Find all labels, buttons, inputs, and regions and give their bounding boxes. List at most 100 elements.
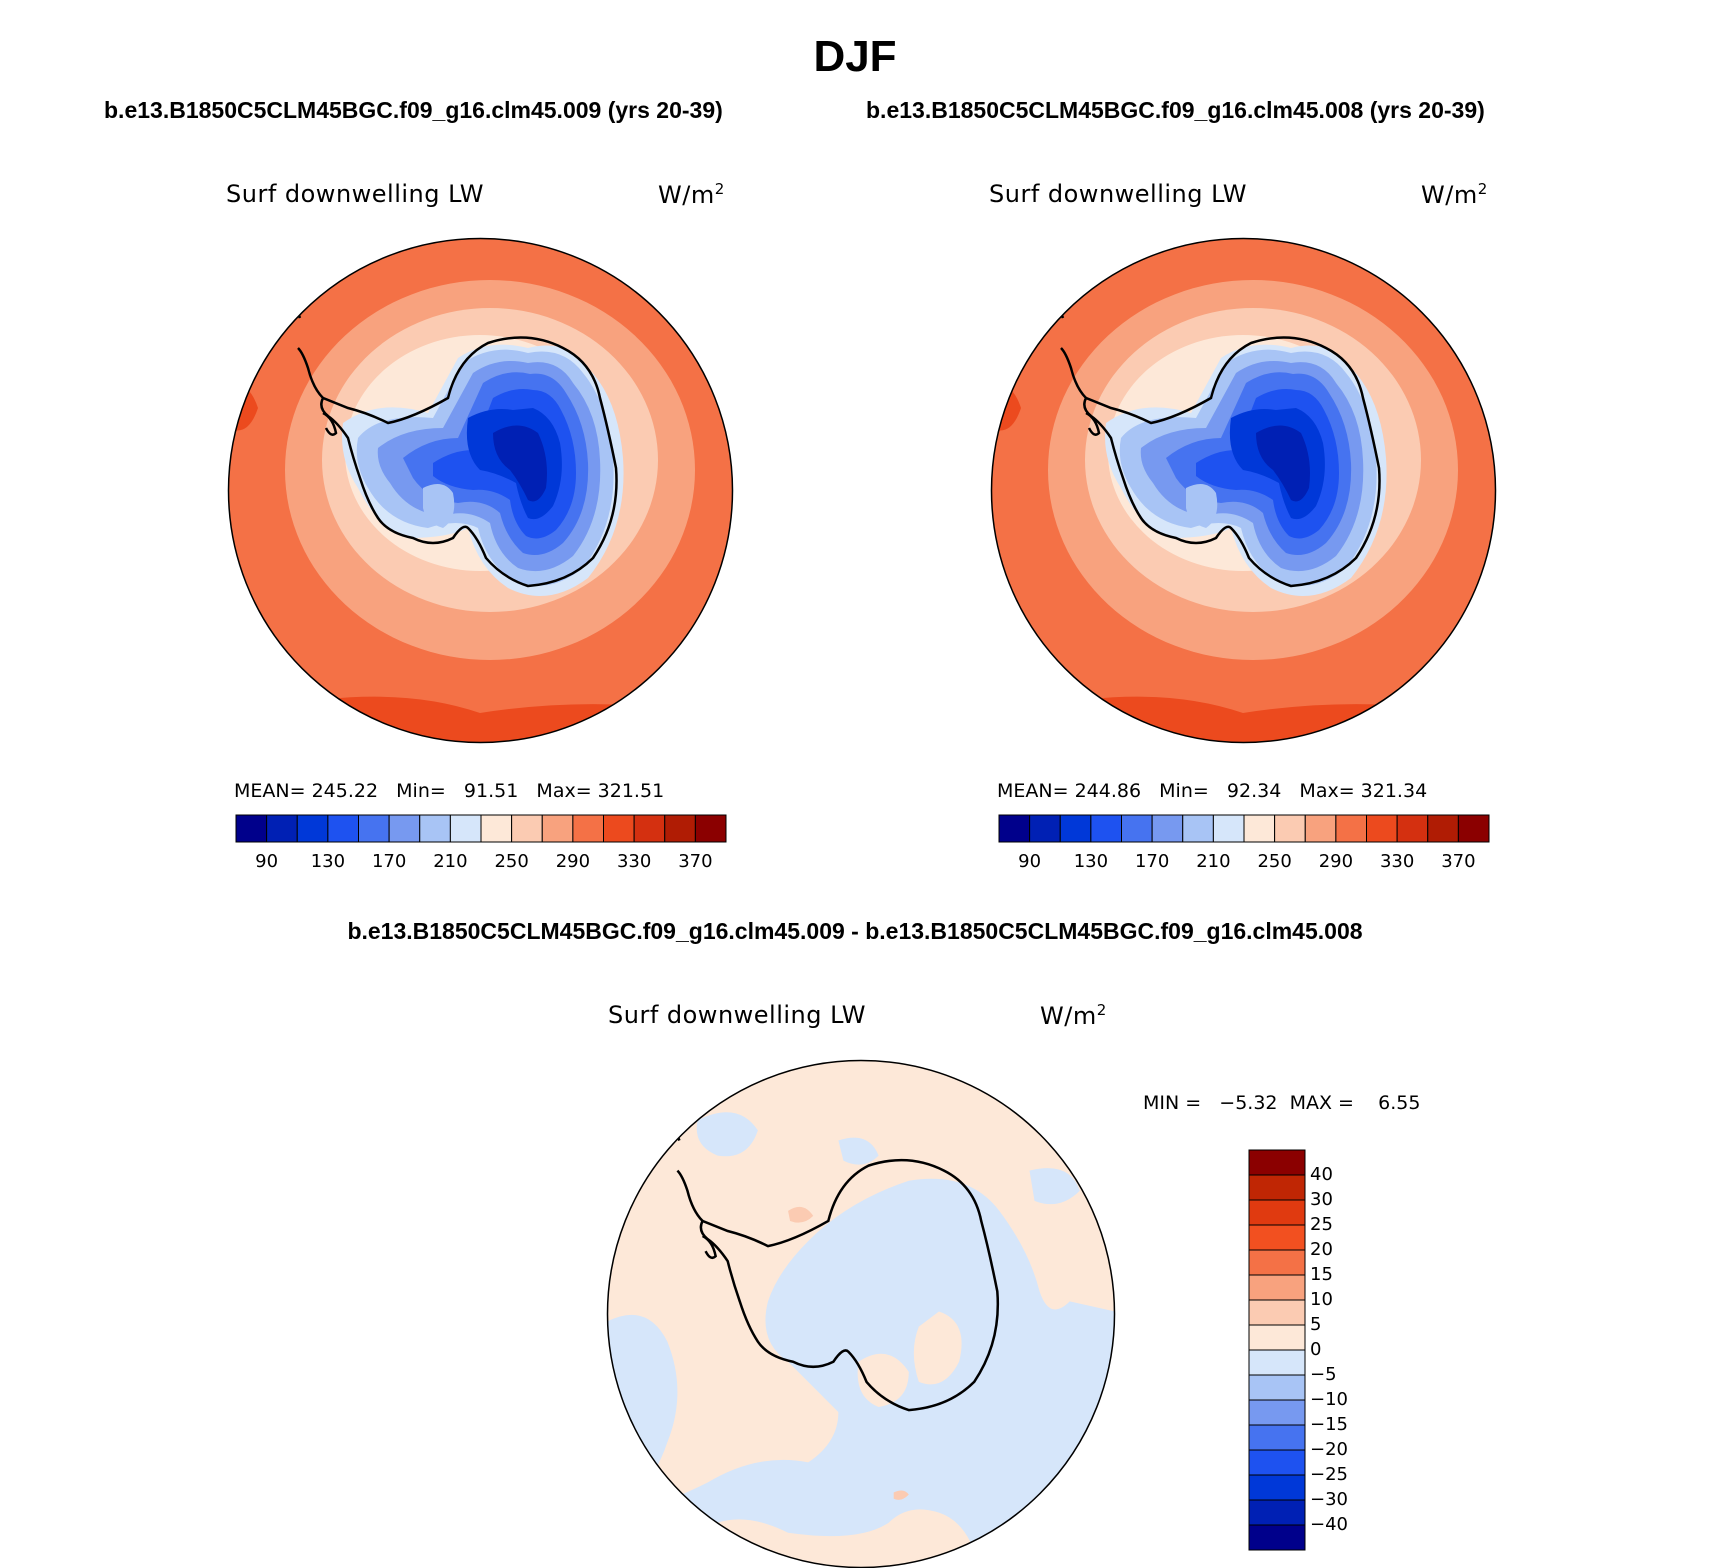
colorbar-tick-label: 370 bbox=[678, 851, 713, 872]
colorbar-swatch bbox=[1248, 1149, 1306, 1176]
colorbar-swatch bbox=[1274, 814, 1306, 843]
colorbar-tick-label: 170 bbox=[371, 851, 407, 872]
colorbar-tick-label: 30 bbox=[1310, 1189, 1333, 1210]
colorbar-swatch bbox=[1248, 1274, 1306, 1301]
colorbar-swatch bbox=[1248, 1349, 1306, 1376]
colorbar-swatch bbox=[1248, 1524, 1306, 1551]
colorbar-tick-label: −10 bbox=[1310, 1389, 1348, 1410]
colorbar-tick-label: 250 bbox=[1257, 851, 1292, 872]
colorbar-tick-label: −25 bbox=[1310, 1464, 1348, 1485]
colorbar-swatch bbox=[419, 814, 451, 843]
colorbar-swatch bbox=[1457, 814, 1490, 843]
colorbar-swatch bbox=[1248, 1324, 1306, 1351]
units-label-right: W/m2 bbox=[1421, 180, 1488, 209]
colorbar-swatch bbox=[633, 814, 666, 843]
variable-label-left: Surf downwelling LW bbox=[226, 180, 485, 208]
colorbar-swatch bbox=[1366, 814, 1398, 843]
map-right bbox=[990, 237, 1497, 744]
colorbar-swatch bbox=[1151, 814, 1184, 843]
colorbar-swatch bbox=[1248, 1449, 1306, 1476]
colorbar-swatch bbox=[1304, 814, 1337, 843]
colorbar-left bbox=[235, 814, 727, 843]
colorbar-swatch bbox=[1248, 1299, 1306, 1326]
colorbar-swatch bbox=[1248, 1374, 1306, 1401]
colorbar-tick-label: 370 bbox=[1441, 851, 1476, 872]
colorbar-swatch bbox=[1248, 1499, 1306, 1526]
colorbar-swatch bbox=[1248, 1399, 1306, 1426]
colorbar-swatch bbox=[358, 814, 390, 843]
colorbar-swatch bbox=[998, 814, 1031, 843]
case-title-right: b.e13.B1850C5CLM45BGC.f09_g16.clm45.008 … bbox=[866, 97, 1485, 123]
colorbar-right-labels: 90 130 170 210 250 290 330 370 bbox=[999, 851, 1489, 875]
stats-diff: MIN = −5.32 MAX = 6.55 bbox=[1143, 1092, 1421, 1114]
colorbar-tick-label: 10 bbox=[1310, 1289, 1333, 1310]
map-difference bbox=[606, 1059, 1116, 1568]
colorbar-difference bbox=[1248, 1149, 1306, 1551]
colorbar-tick-label: 210 bbox=[433, 851, 468, 872]
units-label-diff: W/m2 bbox=[1040, 1001, 1107, 1030]
colorbar-swatch bbox=[1090, 814, 1122, 843]
colorbar-swatch bbox=[694, 814, 727, 843]
colorbar-right bbox=[998, 814, 1490, 843]
colorbar-swatch bbox=[1212, 814, 1245, 843]
colorbar-swatch bbox=[1427, 814, 1459, 843]
colorbar-swatch bbox=[480, 814, 513, 843]
colorbar-tick-label: 40 bbox=[1310, 1164, 1333, 1185]
case-title-left: b.e13.B1850C5CLM45BGC.f09_g16.clm45.009 … bbox=[104, 97, 723, 123]
colorbar-difference-labels: 40 30 25 20 15 10 5 0 −5 −10 −15 −20 −25 −30 −40 bbox=[1310, 1150, 1400, 1550]
units-label-left: W/m2 bbox=[658, 180, 725, 209]
colorbar-tick-label: 290 bbox=[555, 851, 591, 872]
difference-title: b.e13.B1850C5CLM45BGC.f09_g16.clm45.009 … bbox=[347, 918, 1363, 944]
colorbar-swatch bbox=[541, 814, 574, 843]
colorbar-swatch bbox=[1243, 814, 1276, 843]
colorbar-swatch bbox=[1248, 1424, 1306, 1451]
colorbar-tick-label: 25 bbox=[1310, 1214, 1333, 1235]
colorbar-tick-label: 90 bbox=[255, 851, 279, 872]
colorbar-swatch bbox=[1029, 814, 1061, 843]
colorbar-tick-label: −5 bbox=[1310, 1364, 1337, 1385]
colorbar-swatch bbox=[1248, 1474, 1306, 1501]
colorbar-tick-label: 15 bbox=[1310, 1264, 1333, 1285]
colorbar-tick-label: 330 bbox=[616, 851, 652, 872]
colorbar-swatch bbox=[1182, 814, 1214, 843]
colorbar-swatch bbox=[1248, 1199, 1306, 1226]
colorbar-tick-label: 250 bbox=[494, 851, 529, 872]
colorbar-swatch bbox=[1248, 1249, 1306, 1276]
colorbar-swatch bbox=[1248, 1224, 1306, 1251]
colorbar-tick-label: 290 bbox=[1318, 851, 1354, 872]
colorbar-tick-label: 210 bbox=[1196, 851, 1231, 872]
variable-label-diff: Surf downwelling LW bbox=[608, 1001, 867, 1029]
colorbar-swatch bbox=[449, 814, 482, 843]
colorbar-tick-label: 20 bbox=[1310, 1239, 1333, 1260]
colorbar-tick-label: 330 bbox=[1379, 851, 1415, 872]
colorbar-swatch bbox=[1248, 1174, 1306, 1201]
stats-left: MEAN= 245.22 Min= 91.51 Max= 321.51 bbox=[234, 780, 665, 802]
colorbar-tick-label: 170 bbox=[1134, 851, 1170, 872]
colorbar-swatch bbox=[1121, 814, 1153, 843]
colorbar-swatch bbox=[266, 814, 298, 843]
colorbar-tick-label: −30 bbox=[1310, 1489, 1348, 1510]
colorbar-swatch bbox=[572, 814, 604, 843]
colorbar-tick-label: −40 bbox=[1310, 1514, 1348, 1535]
colorbar-swatch bbox=[511, 814, 543, 843]
colorbar-swatch bbox=[327, 814, 359, 843]
colorbar-swatch bbox=[388, 814, 421, 843]
colorbar-tick-label: 90 bbox=[1018, 851, 1042, 872]
stats-right: MEAN= 244.86 Min= 92.34 Max= 321.34 bbox=[997, 780, 1428, 802]
map-left bbox=[227, 237, 734, 744]
colorbar-tick-label: 130 bbox=[1073, 851, 1109, 872]
colorbar-swatch bbox=[1396, 814, 1429, 843]
colorbar-swatch bbox=[603, 814, 635, 843]
colorbar-swatch bbox=[235, 814, 268, 843]
colorbar-left-labels: 90 130 170 210 250 290 330 370 bbox=[236, 851, 726, 875]
variable-label-right: Surf downwelling LW bbox=[989, 180, 1248, 208]
colorbar-tick-label: −15 bbox=[1310, 1414, 1348, 1435]
colorbar-swatch bbox=[1335, 814, 1367, 843]
colorbar-tick-label: 130 bbox=[310, 851, 346, 872]
colorbar-tick-label: −20 bbox=[1310, 1439, 1348, 1460]
colorbar-swatch bbox=[1059, 814, 1092, 843]
colorbar-tick-label: 5 bbox=[1310, 1314, 1322, 1335]
colorbar-tick-label: 0 bbox=[1310, 1339, 1322, 1360]
colorbar-swatch bbox=[664, 814, 696, 843]
colorbar-swatch bbox=[296, 814, 329, 843]
